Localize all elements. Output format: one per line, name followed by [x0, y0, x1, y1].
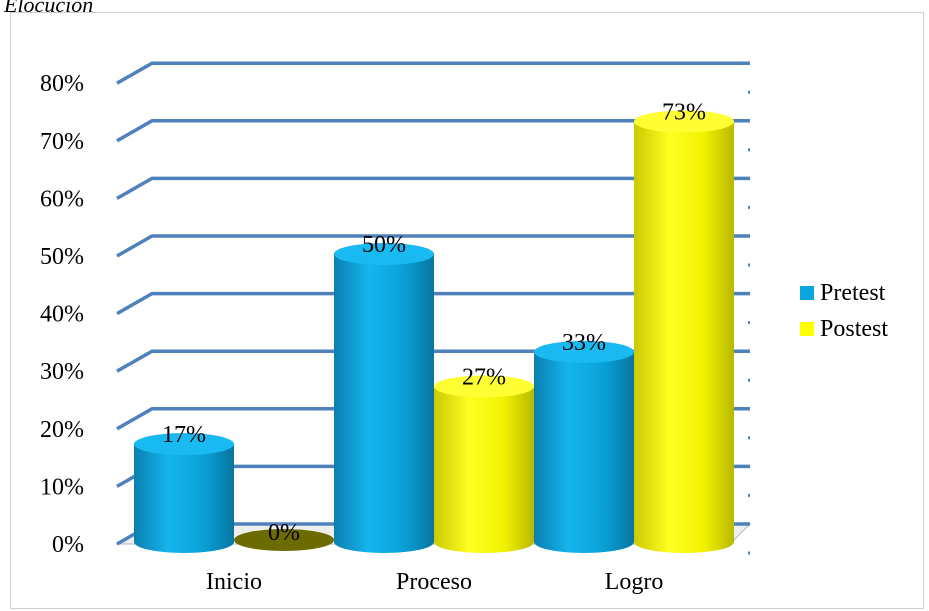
data-label-postest-proceso: 27%: [462, 364, 506, 390]
gridline: [116, 119, 750, 143]
bar-pretest-proceso: [334, 254, 434, 553]
bar-postest-logro: [634, 121, 734, 554]
bar-postest-logro-top: [634, 110, 734, 133]
y-tick-label: 50%: [40, 244, 84, 270]
legend-swatch-postest: [800, 322, 814, 336]
bar-pretest-logro: [534, 351, 634, 553]
bar-pretest-proceso-top: [334, 243, 434, 265]
x-tick-label: Proceso: [396, 569, 472, 595]
gridline: [116, 234, 750, 258]
bar-postest-proceso-top: [434, 375, 534, 398]
bar-postest-proceso: [434, 386, 534, 553]
bar-pretest-inicio: [134, 444, 234, 553]
data-label-pretest-inicio: 17%: [162, 422, 206, 448]
y-tick-label: 70%: [40, 129, 84, 155]
bar-postest-inicio: [234, 529, 334, 551]
chart-frame: [10, 12, 924, 609]
legend-item-postest: Postest: [800, 314, 888, 344]
y-tick-label: 10%: [40, 474, 84, 500]
legend-item-pretest: Pretest: [800, 278, 888, 308]
x-tick-label: Logro: [605, 569, 664, 595]
bar-pretest-logro-top: [534, 340, 634, 363]
gridline: [116, 61, 750, 85]
bar-pretest-inicio-top: [134, 433, 234, 456]
gridline: [116, 291, 750, 316]
data-label-postest-inicio: 0%: [268, 520, 300, 546]
y-tick-label: 0%: [52, 532, 84, 558]
data-label-postest-logro: 73%: [662, 100, 706, 126]
legend: Pretest Postest: [800, 278, 888, 350]
x-tick-label: Inicio: [206, 569, 262, 595]
data-label-pretest-proceso: 50%: [362, 232, 406, 258]
gridline: [116, 176, 750, 200]
legend-label-pretest: Pretest: [820, 279, 886, 306]
y-tick-label: 80%: [40, 71, 84, 97]
legend-swatch-pretest: [800, 286, 814, 300]
legend-label-postest: Postest: [820, 315, 889, 342]
data-label-pretest-logro: 33%: [562, 330, 606, 356]
y-tick-label: 60%: [40, 186, 84, 212]
y-tick-label: 40%: [40, 302, 84, 328]
y-tick-label: 20%: [40, 417, 84, 443]
y-tick-label: 30%: [40, 359, 84, 385]
